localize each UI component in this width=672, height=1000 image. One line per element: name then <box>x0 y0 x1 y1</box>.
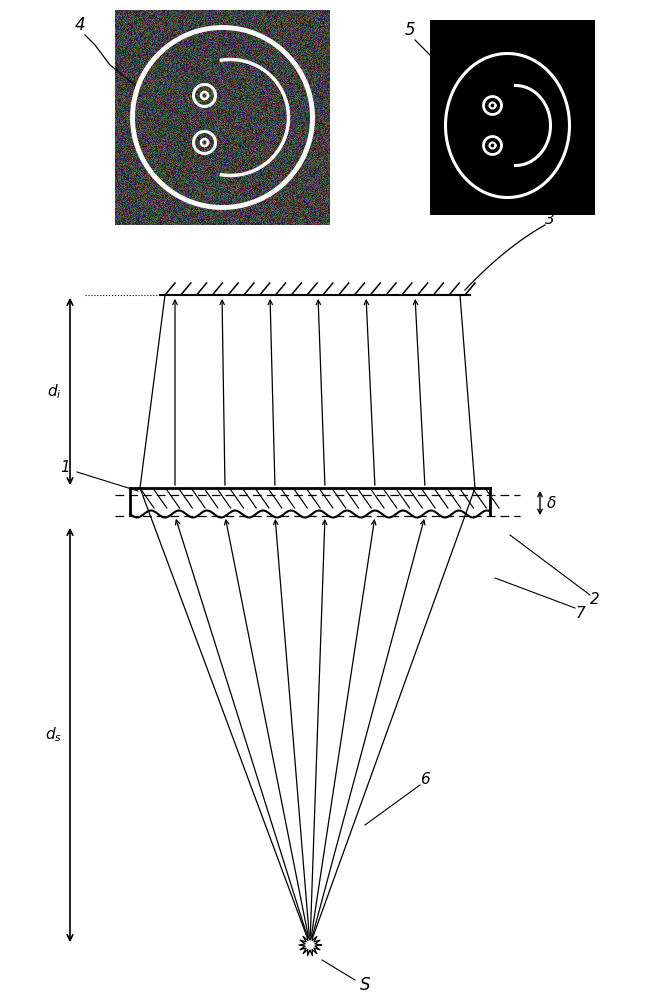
Text: 2: 2 <box>590 592 600 607</box>
Text: S: S <box>360 976 370 994</box>
Text: 1: 1 <box>60 460 70 476</box>
Text: 3: 3 <box>545 213 555 228</box>
Text: 6: 6 <box>420 772 430 788</box>
Bar <box>430 20 595 215</box>
Text: 4: 4 <box>75 16 85 34</box>
Text: 5: 5 <box>405 21 415 39</box>
Polygon shape <box>299 934 321 956</box>
Text: $d_i$: $d_i$ <box>48 382 62 401</box>
Text: 7: 7 <box>575 605 585 620</box>
Text: $d_s$: $d_s$ <box>45 726 62 744</box>
Text: $\delta$: $\delta$ <box>546 495 556 511</box>
